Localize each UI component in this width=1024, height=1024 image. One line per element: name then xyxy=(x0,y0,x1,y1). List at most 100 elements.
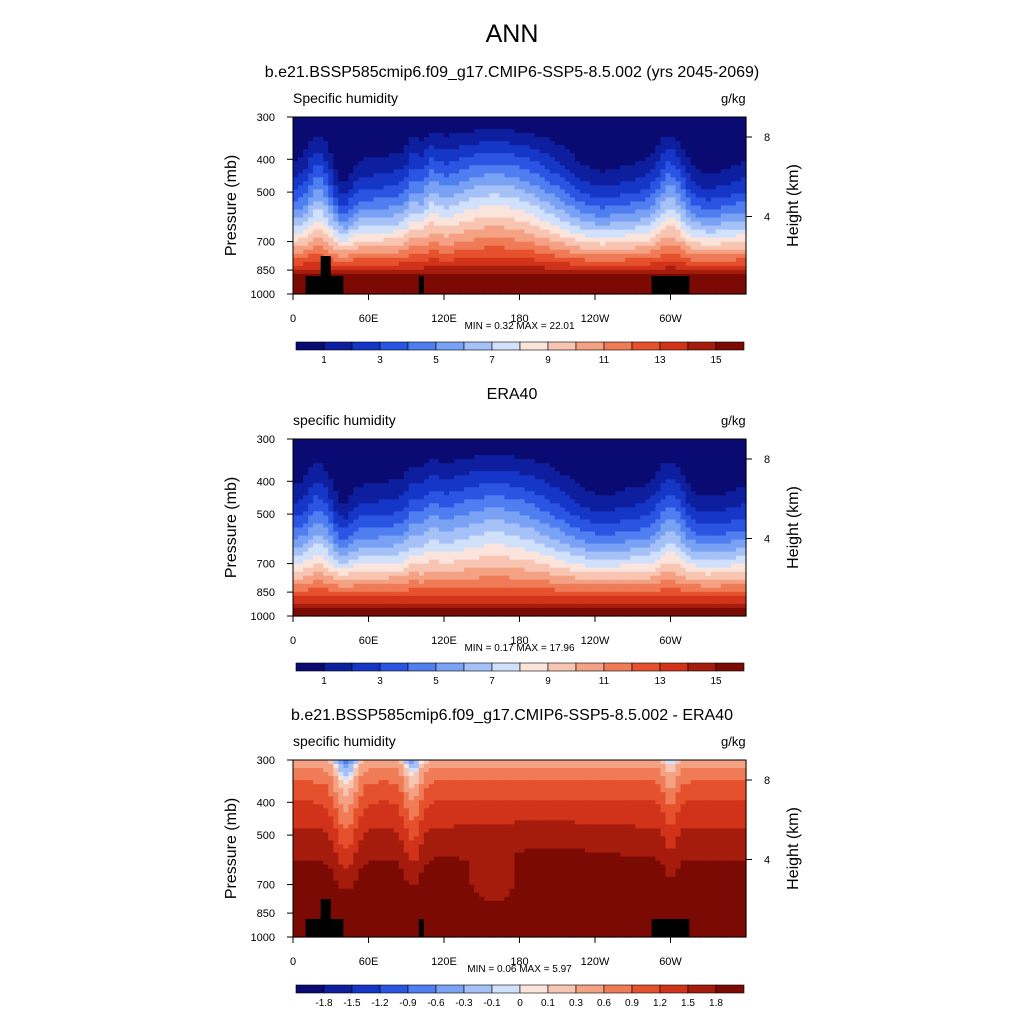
contour-cell xyxy=(700,459,707,464)
contour-cell xyxy=(408,165,415,170)
contour-cell xyxy=(298,471,304,476)
contour-cell xyxy=(554,189,561,195)
contour-cell xyxy=(418,169,425,174)
contour-cell xyxy=(408,241,415,247)
contour-cell xyxy=(564,241,571,247)
contour-cell xyxy=(363,463,370,468)
contour-cell xyxy=(720,209,727,215)
contour-cell xyxy=(735,193,742,199)
contour-cell xyxy=(438,289,445,295)
contour-cell xyxy=(610,181,616,186)
contour-cell xyxy=(494,475,500,480)
contour-cell xyxy=(373,241,380,247)
contour-cell xyxy=(529,233,536,239)
contour-cell xyxy=(524,149,531,154)
contour-cell xyxy=(610,133,616,138)
contour-cell xyxy=(428,289,435,295)
contour-cell xyxy=(549,439,556,444)
contour-cell xyxy=(328,265,334,271)
contour-cell xyxy=(615,245,621,251)
contour-cell xyxy=(474,245,480,251)
contour-cell xyxy=(353,137,360,142)
contour-cell xyxy=(499,249,505,255)
contour-cell xyxy=(620,245,626,251)
contour-cell xyxy=(444,189,450,195)
contour-cell xyxy=(564,161,571,166)
contour-cell xyxy=(444,197,450,203)
contour-cell xyxy=(584,443,591,448)
contour-cell xyxy=(554,285,561,291)
contour-cell xyxy=(363,213,370,219)
contour-cell xyxy=(524,201,531,207)
contour-cell xyxy=(685,467,692,472)
contour-cell xyxy=(474,121,480,126)
contour-cell xyxy=(328,439,334,444)
contour-cell xyxy=(428,217,435,223)
contour-cell xyxy=(423,205,430,211)
contour-cell xyxy=(695,145,702,150)
contour-cell xyxy=(665,149,672,154)
contour-cell xyxy=(710,117,717,122)
contour-cell xyxy=(519,205,526,211)
contour-cell xyxy=(348,451,354,456)
contour-cell xyxy=(700,117,707,122)
contour-cell xyxy=(589,201,596,207)
contour-cell xyxy=(499,169,505,174)
contour-cell xyxy=(539,145,546,150)
contour-cell xyxy=(398,233,405,239)
contour-cell xyxy=(524,185,531,191)
contour-cell xyxy=(353,241,360,247)
contour-cell xyxy=(605,221,611,227)
contour-cell xyxy=(449,249,455,255)
contour-cell xyxy=(655,257,662,263)
contour-cell xyxy=(318,249,324,255)
contour-cell xyxy=(479,245,485,251)
contour-cell xyxy=(438,181,445,186)
contour-cell xyxy=(313,233,319,239)
contour-cell xyxy=(600,277,606,283)
contour-cell xyxy=(630,189,636,195)
contour-cell xyxy=(368,189,375,195)
contour-cell xyxy=(559,157,566,162)
contour-cell xyxy=(630,261,636,267)
contour-cell xyxy=(549,133,556,138)
contour-cell xyxy=(695,149,702,154)
contour-cell xyxy=(630,439,636,444)
contour-cell xyxy=(388,475,395,480)
contour-cell xyxy=(564,261,571,267)
contour-cell xyxy=(529,289,536,295)
contour-cell xyxy=(695,165,702,170)
contour-cell xyxy=(313,459,319,464)
contour-cell xyxy=(418,459,425,464)
contour-cell xyxy=(509,455,516,460)
contour-cell xyxy=(640,245,646,251)
contour-cell xyxy=(544,229,551,235)
contour-cell xyxy=(670,193,677,199)
contour-cell xyxy=(715,463,722,468)
contour-cell xyxy=(504,277,511,283)
contour-cell xyxy=(343,281,349,287)
contour-cell xyxy=(343,261,349,267)
contour-cell xyxy=(444,285,450,291)
contour-cell xyxy=(720,169,727,174)
contour-cell xyxy=(675,459,682,464)
contour-cell xyxy=(574,269,581,275)
contour-cell xyxy=(328,229,334,235)
contour-cell xyxy=(408,125,415,130)
contour-cell xyxy=(388,471,395,476)
contour-cell xyxy=(670,173,677,178)
contour-cell xyxy=(595,169,601,174)
contour-cell xyxy=(695,261,702,267)
contour-cell xyxy=(635,447,641,452)
contour-cell xyxy=(569,121,576,126)
contour-cell xyxy=(464,217,470,223)
contour-cell xyxy=(474,117,480,122)
contour-cell xyxy=(665,145,672,150)
contour-cell xyxy=(620,197,626,203)
contour-cell xyxy=(323,165,329,170)
contour-cell xyxy=(559,149,566,154)
contour-cell xyxy=(418,181,425,186)
contour-cell xyxy=(705,281,712,287)
contour-cell xyxy=(489,181,495,186)
contour-cell xyxy=(373,237,380,243)
